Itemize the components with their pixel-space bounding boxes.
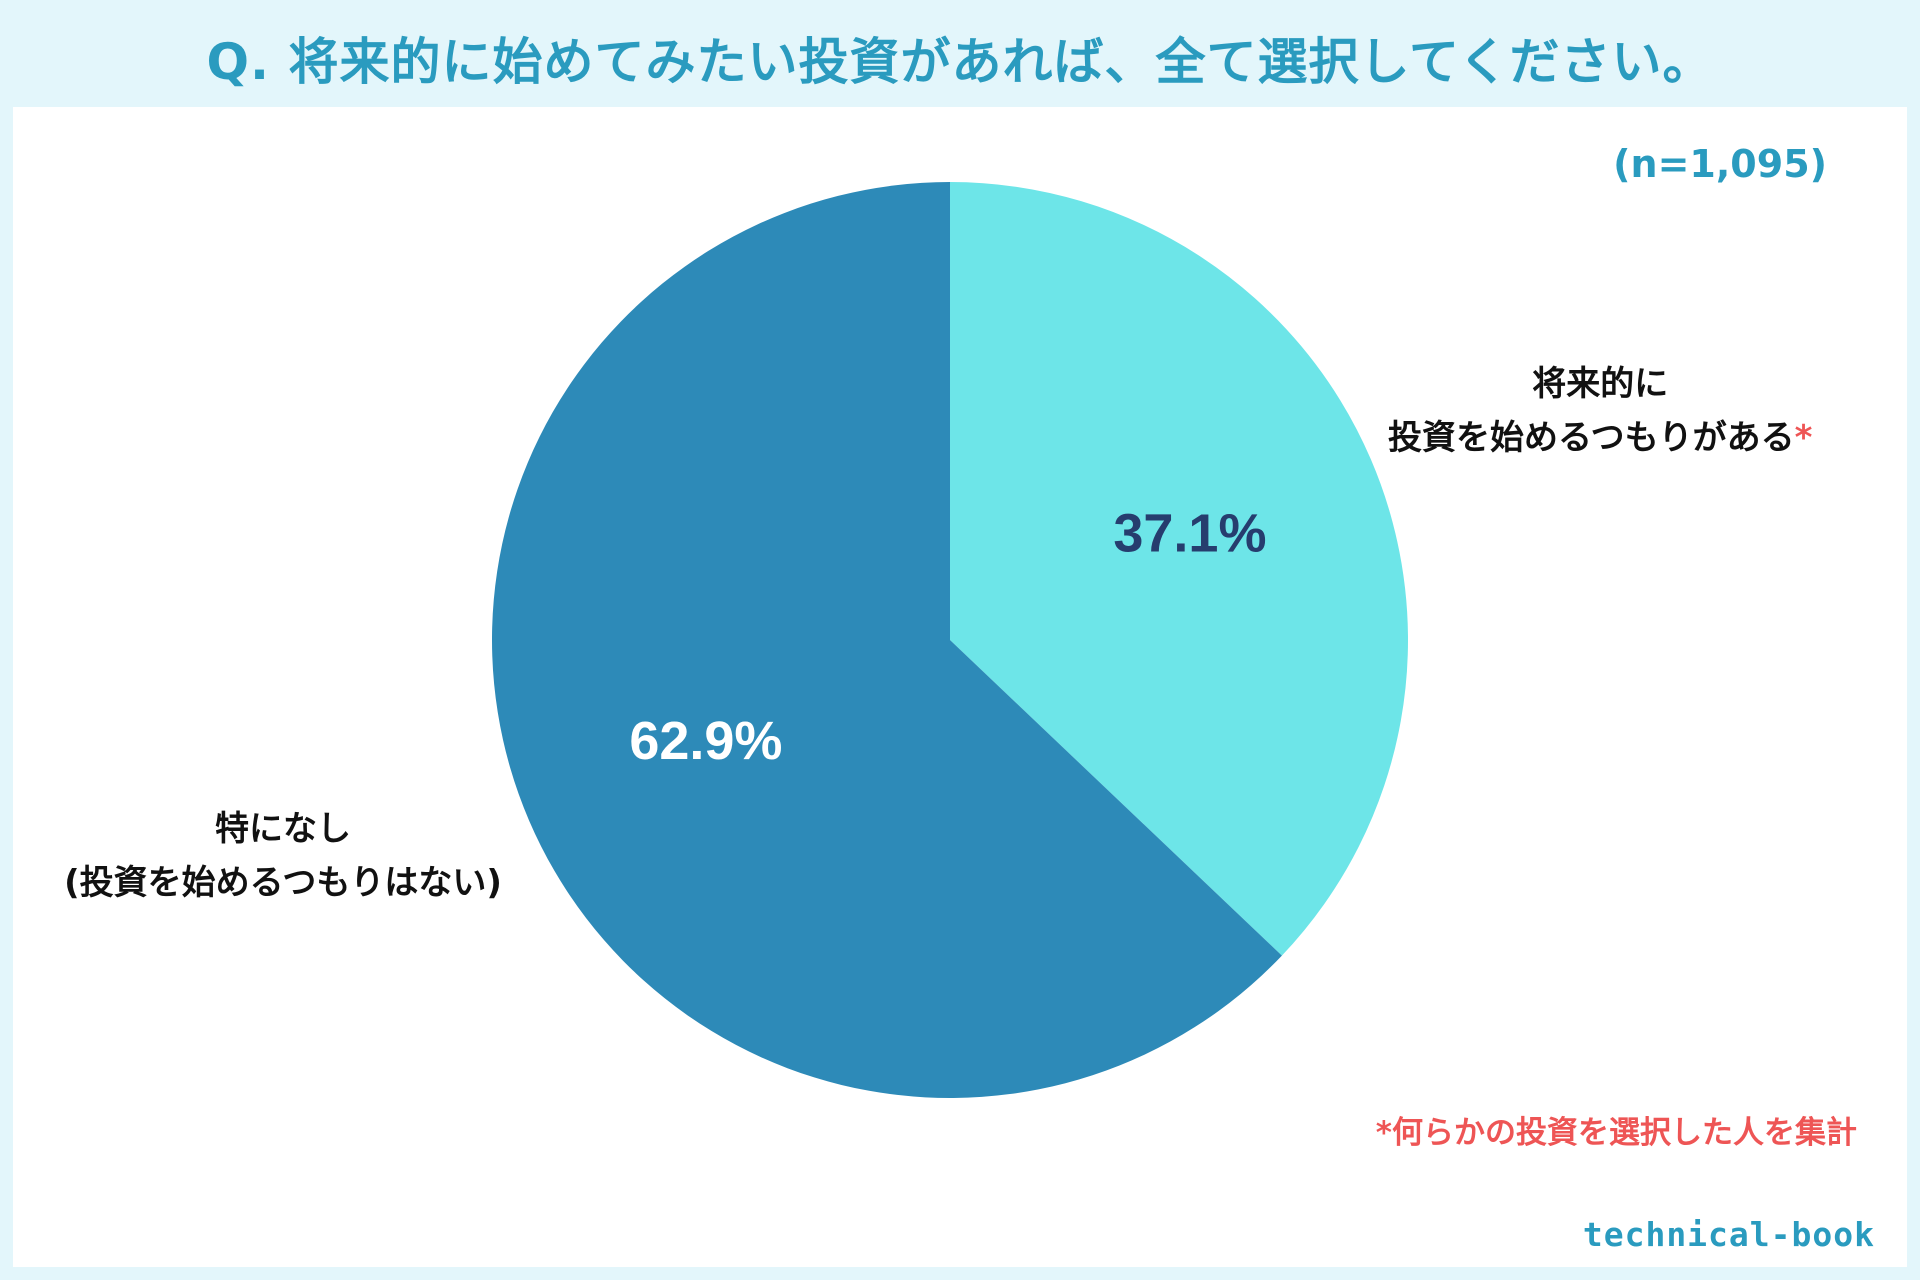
label-will-invest-line1: 将来的に (1532, 364, 1669, 404)
footnote: *何らかの投資を選択した人を集計 (1375, 1115, 1857, 1151)
label-will-invest-line2: 投資を始めるつもりがある (1388, 418, 1795, 458)
label-will-invest-line2-wrap: 投資を始めるつもりがある* (1388, 411, 1812, 465)
label-no-investment-line2: (投資を始めるつもりはない) (64, 863, 502, 903)
label-no-investment-line1: 特になし (215, 809, 351, 849)
pie-value-label-no-investment: 62.9% (629, 711, 782, 771)
pie-value-label-will-invest: 37.1% (1113, 503, 1266, 563)
chart-panel: 37.1% 62.9% (n=1,095) 将来的に 投資を始めるつもりがある* … (13, 107, 1907, 1267)
label-no-investment: 特になし (投資を始めるつもりはない) (33, 802, 533, 910)
chart-title: Q. 将来的に始めてみたい投資があれば、全て選択してください。 (206, 33, 1714, 91)
pie-slice-no-investment (492, 182, 1282, 1098)
pie-slice-will-invest (950, 182, 1408, 956)
label-will-invest: 将来的に 投資を始めるつもりがある* (1388, 357, 1812, 465)
asterisk-mark: * (1794, 418, 1813, 458)
sample-size: (n=1,095) (1613, 142, 1827, 186)
brand-logo: technical-book (1582, 1215, 1875, 1254)
pie-chart: 37.1% 62.9% (492, 182, 1408, 1098)
